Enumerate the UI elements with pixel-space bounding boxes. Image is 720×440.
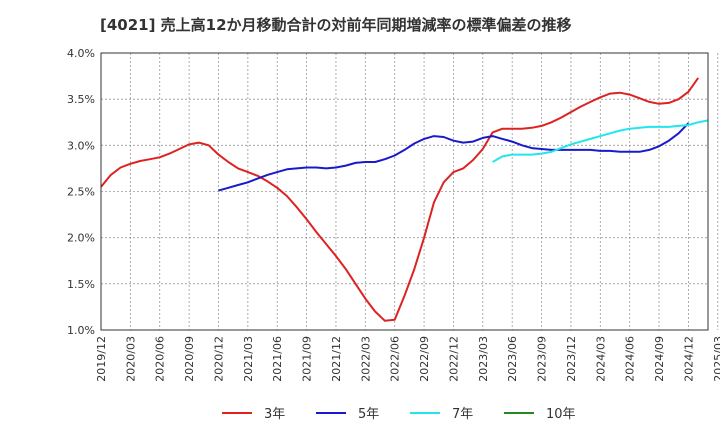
x-tick-label: 2021/06 — [271, 336, 284, 382]
x-tick-label: 2021/09 — [301, 336, 314, 382]
y-tick-label: 3.5% — [67, 93, 95, 106]
x-tick-label: 2025/03 — [712, 336, 720, 382]
x-tick-label: 2021/12 — [330, 336, 343, 382]
x-tick-label: 2022/12 — [447, 336, 460, 382]
x-tick-label: 2022/03 — [359, 336, 372, 382]
axis-layer: 1.0% 1.5% 2.0% 2.5% 3.0% 3.5% 4.0% 2019/12 2020/… — [67, 47, 720, 382]
plot-area — [101, 53, 708, 330]
x-tick-label: 2022/06 — [389, 336, 402, 382]
y-tick-label: 2.0% — [67, 232, 95, 245]
series-line-5年 — [218, 122, 690, 192]
series-line-7年 — [492, 119, 709, 163]
y-tick-label: 2.5% — [67, 186, 95, 199]
y-tick-label: 1.5% — [67, 278, 95, 291]
x-tick-label: 2020/09 — [183, 336, 196, 382]
x-tick-label: 2023/03 — [477, 336, 490, 382]
series-line-3年 — [100, 77, 700, 322]
x-tick-label: 2020/06 — [154, 336, 167, 382]
x-tick-label: 2024/06 — [624, 336, 637, 382]
chart-title: [4021] 売上高12か月移動合計の対前年同期増減率の標準偏差の推移 — [100, 16, 572, 34]
x-tick-label: 2023/06 — [506, 336, 519, 382]
x-tick-label: 2024/09 — [653, 336, 666, 382]
plot-frame — [100, 52, 709, 331]
y-tick-label: 3.0% — [67, 139, 95, 152]
legend-label: 3年 — [264, 407, 285, 422]
x-tick-label: 2024/03 — [594, 336, 607, 382]
legend-label: 7年 — [452, 407, 473, 422]
x-tick-label: 2020/03 — [124, 336, 137, 382]
x-tick-label: 2020/12 — [212, 336, 225, 382]
x-tick-label: 2023/09 — [536, 336, 549, 382]
y-tick-label: 1.0% — [67, 324, 95, 337]
x-tick-label: 2021/03 — [242, 336, 255, 382]
x-tick-label: 2022/09 — [418, 336, 431, 382]
y-tick-label: 4.0% — [67, 47, 95, 60]
x-tick-label: 2023/12 — [565, 336, 578, 382]
legend-label: 5年 — [358, 407, 379, 422]
series-layer — [100, 77, 709, 322]
x-tick-label: 2019/12 — [95, 336, 108, 382]
legend: 3年 5年 7年 10年 — [222, 407, 576, 422]
x-tick-label: 2024/12 — [682, 336, 695, 382]
legend-label: 10年 — [546, 407, 576, 422]
